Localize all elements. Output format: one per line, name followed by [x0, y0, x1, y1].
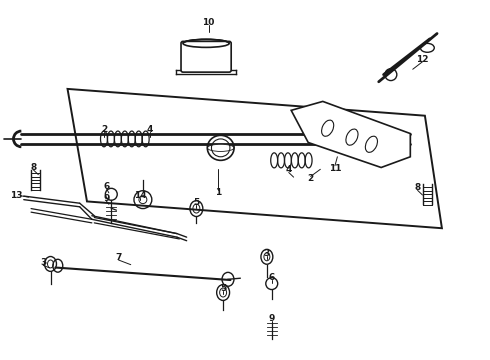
Text: 9: 9: [269, 314, 275, 323]
Text: 11: 11: [329, 164, 341, 173]
Text: 5: 5: [193, 198, 199, 207]
Polygon shape: [291, 102, 410, 167]
Polygon shape: [68, 89, 442, 228]
Text: 13: 13: [10, 190, 23, 199]
Text: 5: 5: [220, 284, 226, 293]
Text: 9: 9: [103, 194, 110, 203]
Text: 3: 3: [264, 249, 270, 258]
Text: 14: 14: [134, 190, 147, 199]
Text: 10: 10: [202, 18, 215, 27]
Text: 6: 6: [269, 273, 275, 282]
Text: 7: 7: [116, 253, 122, 262]
FancyBboxPatch shape: [181, 41, 231, 72]
Text: 6: 6: [103, 181, 110, 190]
Text: 3: 3: [40, 258, 47, 267]
Text: 1: 1: [215, 188, 221, 197]
Text: 4: 4: [147, 126, 153, 135]
Ellipse shape: [207, 144, 234, 152]
Text: 8: 8: [30, 163, 37, 172]
Text: 4: 4: [286, 166, 292, 175]
Text: 12: 12: [416, 55, 429, 64]
Text: 2: 2: [101, 126, 107, 135]
Text: 8: 8: [415, 183, 421, 192]
Text: 2: 2: [308, 175, 314, 184]
